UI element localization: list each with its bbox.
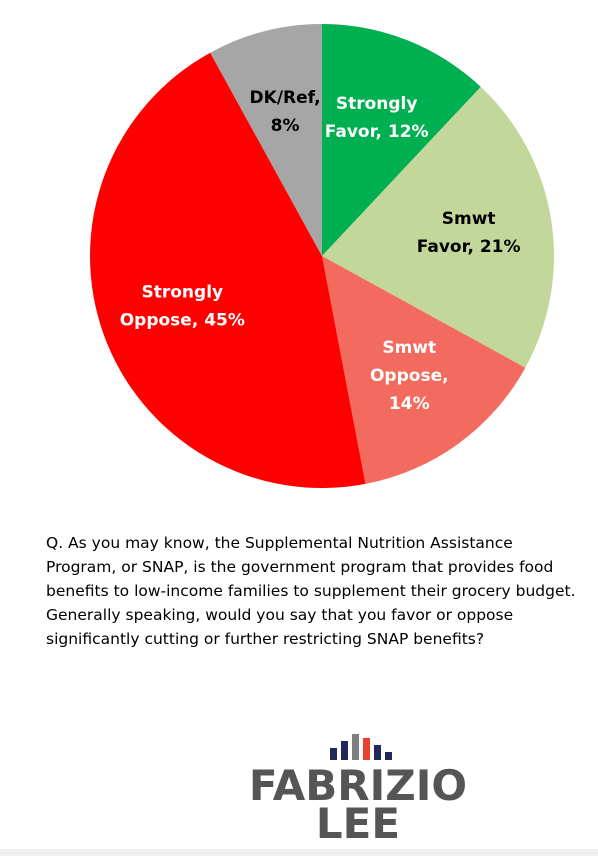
logo-text: LEE (316, 799, 400, 848)
footer-strip (0, 849, 598, 856)
question: Q. As you may know, the Supplemental Nut… (46, 534, 576, 648)
data-label: Strongly (336, 94, 418, 114)
logo-bar (341, 741, 348, 760)
data-label: 8% (271, 116, 300, 136)
data-label: DK/Ref, (250, 88, 321, 108)
logo-bar (352, 734, 359, 760)
logo-bar (374, 745, 381, 760)
data-label: 14% (389, 394, 430, 414)
pie: Strongly Favor, 12% Smwt Favor, 21% Smwt Oppo… (90, 24, 554, 489)
data-label: Smwt (442, 209, 496, 229)
data-label: Favor, 21% (417, 237, 521, 257)
logo-bar (330, 748, 337, 760)
data-label: Oppose, 45% (120, 310, 245, 330)
pie-slice (322, 24, 481, 256)
data-label: Smwt (382, 338, 436, 358)
logo: FABRIZIO LEE (249, 734, 467, 848)
pie-slice (90, 52, 366, 489)
logo-bar (385, 752, 392, 760)
logo-text: FABRIZIO (249, 761, 467, 810)
data-label: Favor, 12% (325, 122, 429, 142)
data-label: Oppose, (370, 366, 449, 386)
pie-slice (322, 256, 526, 484)
data-label: Strongly (141, 282, 223, 302)
pie-slice (322, 86, 554, 368)
logo-bar (363, 738, 370, 760)
pie-slice (210, 24, 322, 256)
